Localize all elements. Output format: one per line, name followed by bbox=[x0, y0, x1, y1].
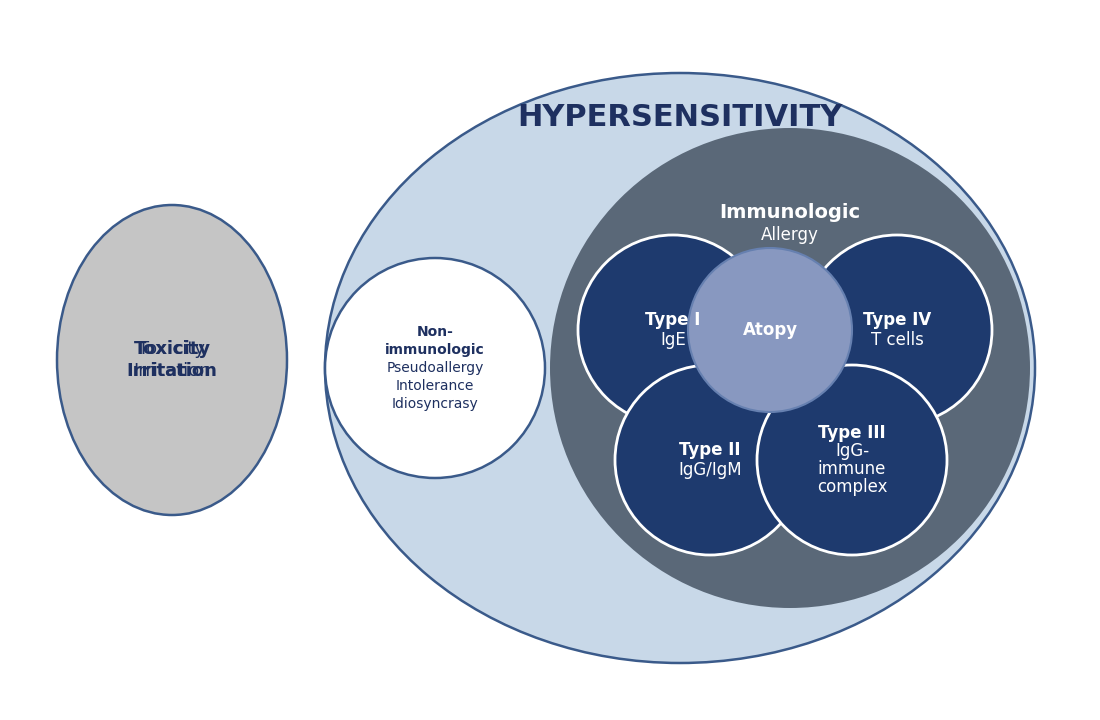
Text: IgE: IgE bbox=[660, 331, 686, 349]
Text: HYPERSENSITIVITY: HYPERSENSITIVITY bbox=[517, 104, 843, 132]
Text: Irritation: Irritation bbox=[133, 362, 211, 380]
Text: Type II: Type II bbox=[680, 441, 740, 459]
Text: Intolerance: Intolerance bbox=[396, 379, 474, 393]
Text: Atopy: Atopy bbox=[742, 321, 797, 339]
Text: Type IV: Type IV bbox=[862, 311, 931, 329]
Text: T cells: T cells bbox=[870, 331, 923, 349]
Text: IgG/IgM: IgG/IgM bbox=[679, 461, 741, 479]
Circle shape bbox=[757, 365, 947, 555]
Ellipse shape bbox=[57, 205, 287, 515]
Circle shape bbox=[688, 248, 852, 412]
Text: Toxicity: Toxicity bbox=[139, 340, 206, 358]
Circle shape bbox=[578, 235, 768, 425]
Circle shape bbox=[324, 258, 544, 478]
Text: Immunologic: Immunologic bbox=[719, 204, 860, 222]
Circle shape bbox=[550, 128, 1030, 608]
Text: Non-: Non- bbox=[417, 325, 453, 339]
Text: Idiosyncrasy: Idiosyncrasy bbox=[392, 397, 478, 411]
Text: Type III: Type III bbox=[818, 424, 886, 442]
Text: Pseudoallergy: Pseudoallergy bbox=[386, 361, 484, 375]
Text: Type I: Type I bbox=[646, 311, 701, 329]
Text: IgG-: IgG- bbox=[835, 442, 869, 460]
Text: Toxicity: Toxicity bbox=[133, 340, 210, 358]
Text: Allergy: Allergy bbox=[761, 226, 818, 244]
Circle shape bbox=[802, 235, 992, 425]
Text: complex: complex bbox=[816, 478, 888, 496]
Ellipse shape bbox=[324, 73, 1035, 663]
Text: immune: immune bbox=[817, 460, 887, 478]
Text: Irritation: Irritation bbox=[126, 362, 218, 380]
Circle shape bbox=[615, 365, 805, 555]
Text: immunologic: immunologic bbox=[385, 343, 485, 357]
